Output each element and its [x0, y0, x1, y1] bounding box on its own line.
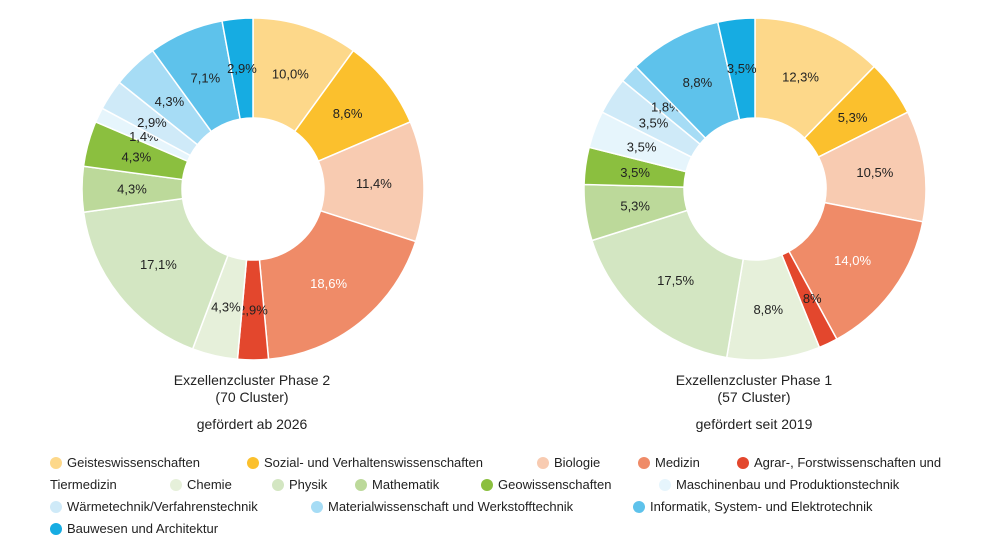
slice-label-6: 4,3%: [211, 299, 241, 314]
slice-label-1: 10,0%: [272, 66, 309, 81]
slice-label-3: 11,4%: [356, 176, 392, 191]
legend-label: Maschinenbau und Produktionstechnik: [676, 477, 900, 492]
chart-caption-phase-2: Exzellenzcluster Phase 2 (70 Cluster) ge…: [102, 372, 402, 433]
slice-1: [754, 17, 876, 140]
donut-charts: 10,0%8,6%11,4%18,6%2,9%4,3%17,1%4,3%4,3%…: [81, 17, 927, 361]
slice-label-10: 3,5%: [627, 139, 657, 154]
legend-swatch: [50, 457, 62, 469]
legend-label: Mathematik: [372, 477, 440, 492]
slice-label-2: 5,3%: [838, 110, 868, 125]
legend-label: Wärmetechnik/Verfahrenstechnik: [67, 499, 258, 514]
legend-label: Sozial- und Verhaltenswissenschaften: [264, 455, 483, 470]
slice-4: [787, 201, 924, 341]
legend-swatch: [247, 457, 259, 469]
slice-label-4: 18,6%: [310, 276, 347, 291]
legend-swatch: [537, 457, 549, 469]
slice-label-7: 17,5%: [657, 273, 694, 288]
slice-label-13: 8,8%: [683, 75, 713, 90]
slice-label-9: 3,5%: [620, 165, 650, 180]
chart-title: Exzellenzcluster Phase 2: [173, 372, 331, 388]
slice-14: [221, 17, 254, 121]
legend-swatch: [638, 457, 650, 469]
slice-label-12: 4,3%: [155, 94, 185, 109]
legend-swatch: [50, 501, 62, 513]
chart-subtitle: gefördert seit 2019: [695, 416, 813, 432]
legend-swatch: [170, 479, 182, 491]
slice-14: [716, 17, 756, 121]
slice-label-14: 3,5%: [727, 61, 757, 76]
chart-caption-phase-1: Exzellenzcluster Phase 1 (57 Cluster) ge…: [604, 372, 904, 433]
slice-4: [258, 209, 417, 361]
chart-cluster-count: (70 Cluster): [215, 389, 289, 405]
slice-label-7: 17,1%: [140, 257, 177, 272]
slice-label-8: 5,3%: [620, 198, 650, 213]
legend-swatch: [272, 479, 284, 491]
legend-label: Geisteswissenschaften: [67, 455, 200, 470]
slice-label-4: 14,0%: [834, 253, 871, 268]
chart-subtitle: gefördert ab 2026: [196, 416, 308, 432]
legend-label: Materialwissenschaft und Werkstofftechni…: [328, 499, 574, 514]
legend-swatch: [633, 501, 645, 513]
legend-label: Chemie: [187, 477, 232, 492]
legend-label: Informatik, System- und Elektrotechnik: [650, 499, 873, 514]
slice-7: [591, 209, 745, 359]
legend-swatch: [737, 457, 749, 469]
slice-label-2: 8,6%: [333, 106, 363, 121]
legend-label: Biologie: [554, 455, 601, 470]
legend-label: Geowissenschaften: [498, 477, 612, 492]
slice-label-11: 3,5%: [639, 116, 669, 131]
legend-swatch: [50, 523, 62, 535]
legend-swatch: [481, 479, 493, 491]
donut-chart-phase-1: 12,3%5,3%10,5%14,0%1,8%8,8%17,5%5,3%3,5%…: [583, 17, 927, 361]
legend-swatch: [355, 479, 367, 491]
slice-label-6: 8,8%: [753, 302, 783, 317]
chart-title: Exzellenzcluster Phase 1: [675, 372, 833, 388]
chart-cluster-count: (57 Cluster): [717, 389, 791, 405]
slice-label-8: 4,3%: [117, 182, 147, 197]
slice-label-11: 2,9%: [137, 115, 167, 130]
slice-label-3: 10,5%: [856, 165, 893, 180]
slice-label-1: 12,3%: [782, 69, 819, 84]
legend-label: Medizin: [655, 455, 700, 470]
donut-chart-phase-2: 10,0%8,6%11,4%18,6%2,9%4,3%17,1%4,3%4,3%…: [81, 17, 425, 361]
slice-label-14: 2,9%: [227, 61, 257, 76]
legend-label: Physik: [289, 477, 328, 492]
slice-label-9: 4,3%: [122, 149, 152, 164]
slice-label-13: 7,1%: [191, 70, 221, 85]
legend-swatch: [311, 501, 323, 513]
legend-swatch: [659, 479, 671, 491]
legend-label: Agrar-, Forstwissenschaften und: [754, 455, 942, 470]
slice-7: [82, 197, 229, 350]
legend-label-continuation: Tiermedizin: [50, 477, 117, 492]
legend-label: Bauwesen und Architektur: [67, 521, 219, 536]
slice-label-5: 2,9%: [238, 303, 268, 318]
